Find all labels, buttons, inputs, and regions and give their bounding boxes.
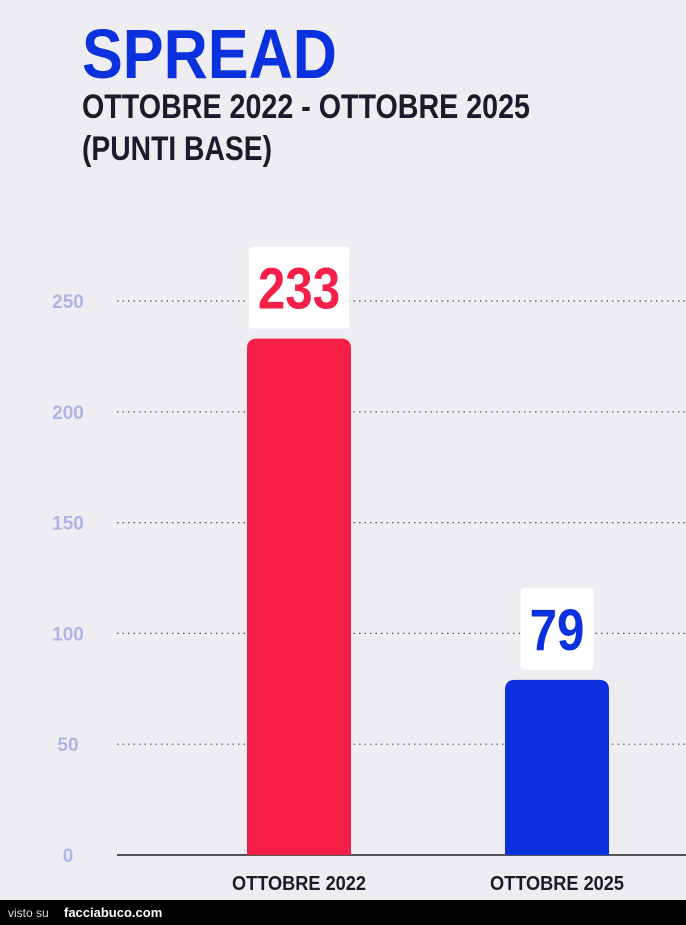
bar	[247, 338, 351, 855]
y-tick-label: 150	[52, 514, 84, 535]
y-tick-label: 250	[52, 292, 84, 313]
value-label-box	[520, 587, 594, 670]
y-tick-label: 200	[52, 403, 84, 424]
footer-bar	[0, 900, 686, 925]
chart-title: SPREAD	[82, 15, 337, 93]
value-label: 79	[530, 598, 585, 663]
y-tick-label: 100	[52, 624, 84, 645]
x-tick-label: OTTOBRE 2025	[490, 873, 624, 895]
value-label-box	[248, 246, 350, 329]
chart-subtitle: (PUNTI BASE)	[82, 130, 272, 168]
bar	[505, 679, 609, 855]
plot: 0 50 100 150 200 250 OTTOBRE 2022 233 OTTOBRE 20…	[52, 246, 686, 895]
chart-subtitle: OTTOBRE 2022 - OTTOBRE 2025	[82, 88, 530, 126]
x-tick-label: OTTOBRE 2022	[232, 873, 366, 895]
value-label: 233	[258, 257, 340, 322]
footer-prefix: visto su	[8, 906, 49, 920]
footer-site: facciabuco.com	[64, 905, 162, 920]
y-tick-label: 50	[57, 735, 78, 756]
y-tick-label: 0	[63, 846, 74, 867]
